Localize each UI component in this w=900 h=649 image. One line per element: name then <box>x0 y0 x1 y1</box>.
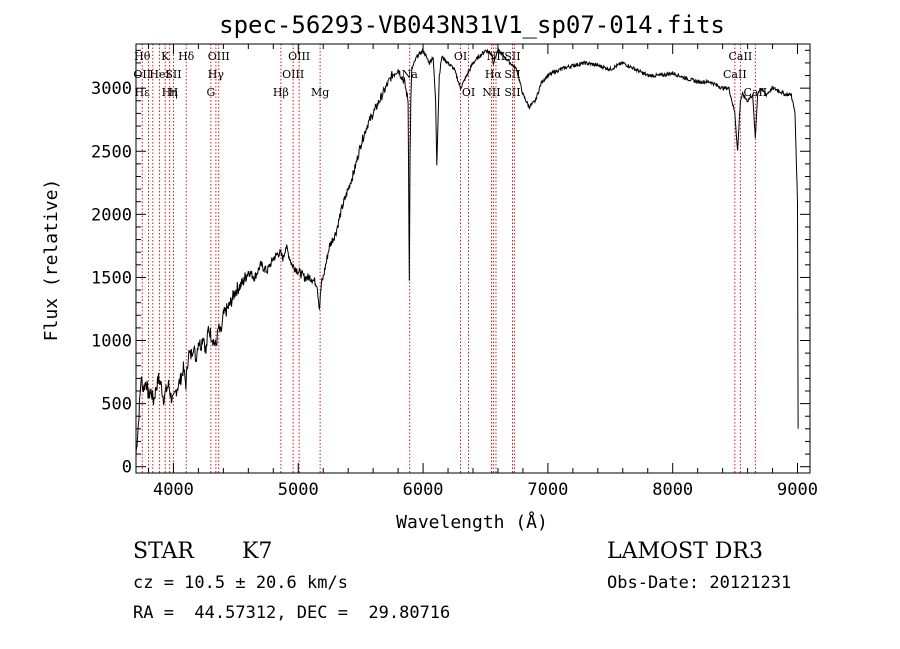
x-tick-label: 6000 <box>403 480 444 500</box>
x-tick-label: 4000 <box>153 480 194 500</box>
subclass: K7 <box>242 539 273 564</box>
x-tick-label: 9000 <box>777 480 818 500</box>
y-axis-label: Flux (relative) <box>41 179 62 342</box>
survey-name: LAMOST DR3 <box>607 539 763 564</box>
line-label: K <box>161 50 170 63</box>
x-tick-label: 8000 <box>652 480 693 500</box>
chart-title: spec-56293-VB043N31V1_sp07-014.fits <box>219 11 725 39</box>
line-label: OI <box>462 86 475 99</box>
object-class: STAR <box>133 539 194 564</box>
line-label: G <box>206 86 215 99</box>
line-label: OIII <box>282 68 304 81</box>
line-label: CaII <box>723 68 747 81</box>
redshift-readout: cz = 10.5 ± 20.6 km/s <box>133 573 348 593</box>
flux-curve <box>135 47 799 455</box>
x-tick-label: 5000 <box>278 480 319 500</box>
line-label: HeI <box>149 68 169 81</box>
line-label: Hθ <box>134 50 151 63</box>
line-label: H <box>169 86 179 99</box>
line-label: OIII <box>288 50 310 63</box>
line-label: SII <box>504 86 520 99</box>
line-label: OI <box>454 50 467 63</box>
y-tick-label: 0 <box>122 458 132 478</box>
emission-line-markers: Hθ OII Hε HeI K Hη SII H Hδ G Hγ OIII Hβ OIII OIII Mg Na… <box>133 44 767 473</box>
line-label: Hδ <box>178 50 195 63</box>
line-label: Hη <box>162 86 178 99</box>
line-label: Mg <box>311 86 329 99</box>
line-label: CaII <box>729 50 753 63</box>
line-label: Na <box>402 68 419 81</box>
flux-series <box>135 47 799 455</box>
y-tick-label: 2500 <box>91 142 132 162</box>
axes: 4000 5000 6000 7000 8000 9000 0 500 1000 1500 2000… <box>91 43 818 500</box>
y-tick-label: 1500 <box>91 268 132 288</box>
line-label: OIII <box>208 50 230 63</box>
y-tick-label: 1000 <box>91 332 132 352</box>
line-label: OII <box>133 68 151 81</box>
line-label: CaII <box>743 86 767 99</box>
line-label: NII <box>482 86 500 99</box>
x-tick-label: 7000 <box>527 480 568 500</box>
line-label: Hγ <box>208 68 225 81</box>
line-label: SII <box>165 68 181 81</box>
y-tick-label: 500 <box>101 395 132 415</box>
line-label: Hα <box>485 68 503 81</box>
line-label: Hε <box>135 86 151 99</box>
y-tick-label: 3000 <box>91 79 132 99</box>
line-label: Hβ <box>273 86 289 99</box>
y-tick-label: 2000 <box>91 205 132 225</box>
x-axis-label: Wavelength (Å) <box>396 511 548 533</box>
coordinates: RA = 44.57312, DEC = 29.80716 <box>133 603 451 623</box>
plot-frame <box>135 43 811 474</box>
obs-date: Obs-Date: 20121231 <box>607 573 792 593</box>
